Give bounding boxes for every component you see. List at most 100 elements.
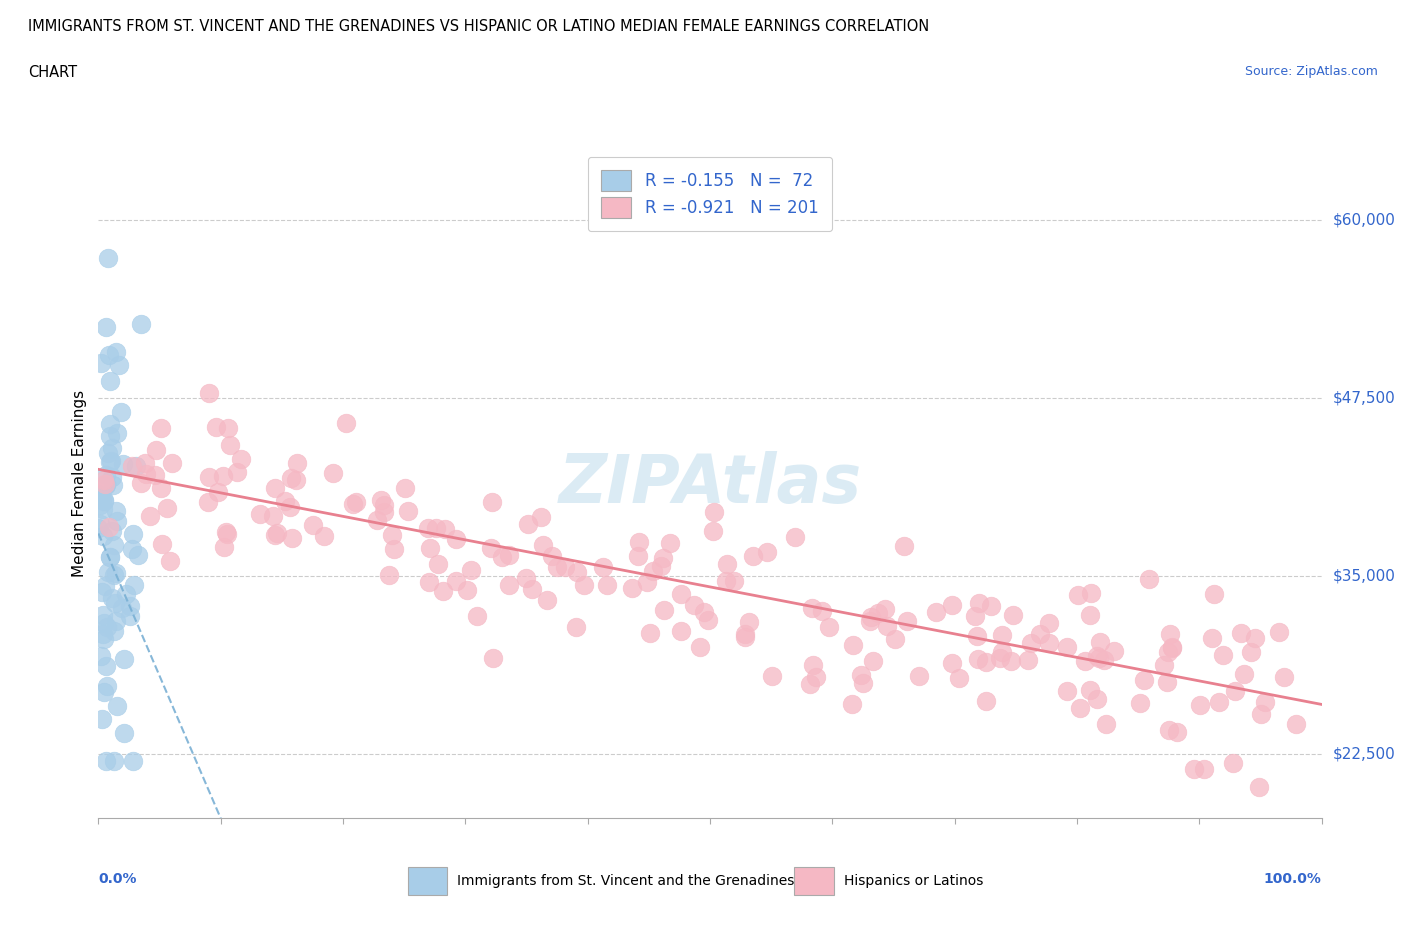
- Point: [162, 456, 184, 471]
- Point: [1272, 670, 1295, 684]
- Point: [479, 541, 502, 556]
- Point: [394, 481, 416, 496]
- Point: [1225, 684, 1247, 698]
- Point: [96, 320, 118, 335]
- Point: [264, 481, 287, 496]
- Point: [418, 575, 440, 590]
- Point: [121, 458, 143, 473]
- Point: [908, 669, 931, 684]
- Point: [114, 587, 136, 602]
- Point: [101, 440, 124, 455]
- Point: [312, 528, 335, 543]
- Point: [263, 527, 285, 542]
- Point: [1038, 616, 1060, 631]
- Point: [89, 517, 111, 532]
- Point: [211, 469, 233, 484]
- Point: [118, 599, 141, 614]
- Point: [108, 357, 131, 372]
- Point: [98, 429, 121, 444]
- Point: [1160, 640, 1182, 655]
- Text: IMMIGRANTS FROM ST. VINCENT AND THE GRENADINES VS HISPANIC OR LATINO MEDIAN FEMA: IMMIGRANTS FROM ST. VINCENT AND THE GREN…: [28, 19, 929, 33]
- Point: [278, 500, 301, 515]
- Point: [628, 535, 651, 550]
- Point: [1078, 607, 1101, 622]
- Text: Hispanics or Latinos: Hispanics or Latinos: [844, 873, 983, 888]
- Point: [696, 613, 718, 628]
- Point: [105, 426, 128, 441]
- Point: [1204, 587, 1226, 602]
- Point: [626, 549, 648, 564]
- Point: [980, 598, 1002, 613]
- Point: [93, 631, 115, 646]
- Point: [446, 531, 468, 546]
- Text: $22,500: $22,500: [1333, 747, 1396, 762]
- Point: [207, 485, 229, 499]
- Point: [491, 550, 513, 565]
- Point: [862, 654, 884, 669]
- Point: [1019, 636, 1042, 651]
- Point: [671, 586, 693, 601]
- Point: [143, 468, 166, 483]
- Point: [1088, 634, 1111, 649]
- Point: [859, 609, 882, 624]
- Point: [94, 658, 117, 673]
- Point: [460, 563, 482, 578]
- Point: [498, 547, 520, 562]
- Point: [761, 669, 783, 684]
- Point: [98, 520, 121, 535]
- Point: [515, 571, 537, 586]
- Point: [658, 536, 681, 551]
- Point: [93, 684, 115, 699]
- Point: [122, 578, 145, 592]
- Point: [990, 628, 1012, 643]
- Point: [89, 649, 111, 664]
- Legend: R = -0.155   N =  72, R = -0.921   N = 201: R = -0.155 N = 72, R = -0.921 N = 201: [588, 157, 832, 232]
- Point: [98, 550, 121, 565]
- Point: [876, 618, 898, 633]
- Point: [382, 541, 405, 556]
- Point: [641, 564, 664, 578]
- Point: [799, 676, 821, 691]
- Point: [1233, 666, 1256, 681]
- Point: [100, 550, 122, 565]
- Text: 0.0%: 0.0%: [98, 871, 136, 886]
- Point: [90, 356, 112, 371]
- Point: [1087, 651, 1109, 666]
- Point: [875, 602, 897, 617]
- Point: [804, 670, 827, 684]
- Point: [723, 574, 745, 589]
- Point: [204, 419, 226, 434]
- Text: $35,000: $35,000: [1333, 569, 1396, 584]
- Point: [274, 494, 297, 509]
- Text: Immigrants from St. Vincent and the Grenadines: Immigrants from St. Vincent and the Gren…: [457, 873, 794, 888]
- Point: [669, 624, 692, 639]
- Point: [742, 549, 765, 564]
- Point: [755, 545, 778, 560]
- Point: [811, 604, 834, 618]
- Point: [101, 470, 124, 485]
- Point: [1085, 691, 1108, 706]
- Point: [219, 437, 242, 452]
- Point: [574, 578, 596, 592]
- Point: [96, 754, 118, 769]
- Point: [89, 498, 111, 512]
- Point: [1188, 698, 1211, 712]
- Point: [1153, 658, 1175, 672]
- Point: [104, 565, 127, 580]
- Text: 100.0%: 100.0%: [1264, 871, 1322, 886]
- Point: [1137, 571, 1160, 586]
- Point: [425, 521, 447, 536]
- Point: [135, 466, 157, 481]
- Point: [94, 476, 117, 491]
- Point: [1244, 631, 1267, 645]
- Point: [1000, 654, 1022, 669]
- Point: [1285, 717, 1308, 732]
- Point: [1074, 654, 1097, 669]
- Point: [531, 538, 554, 552]
- Point: [105, 613, 128, 628]
- Point: [93, 578, 115, 593]
- Point: [974, 655, 997, 670]
- Point: [1156, 674, 1178, 689]
- Point: [1132, 672, 1154, 687]
- Point: [150, 537, 173, 551]
